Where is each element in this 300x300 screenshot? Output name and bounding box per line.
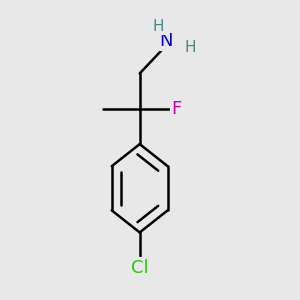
- Text: N: N: [159, 32, 173, 50]
- Text: Cl: Cl: [131, 259, 148, 277]
- Text: F: F: [171, 100, 182, 118]
- Text: H: H: [184, 40, 196, 55]
- Text: H: H: [152, 19, 164, 34]
